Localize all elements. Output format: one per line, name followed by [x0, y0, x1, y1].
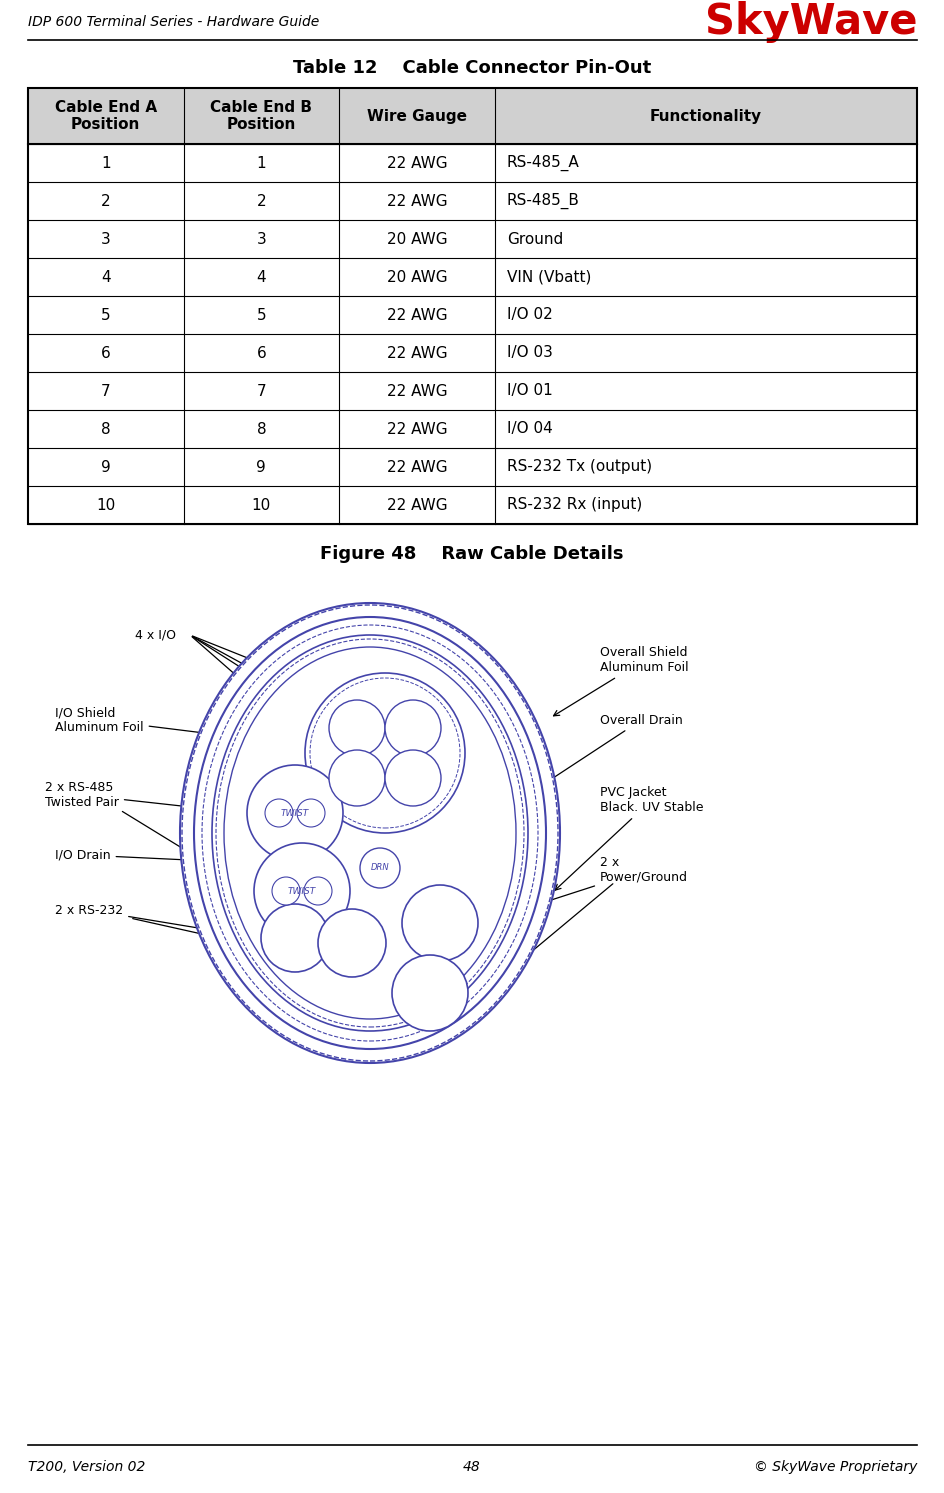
Text: 9: 9 [101, 460, 110, 475]
Text: 8: 8 [256, 421, 266, 436]
Text: SkyWave: SkyWave [704, 1, 916, 43]
Text: 2: 2 [101, 194, 110, 209]
Text: 2 x RS-485
Twisted Pair: 2 x RS-485 Twisted Pair [45, 781, 241, 815]
Text: 6: 6 [101, 345, 110, 360]
Text: 20 AWG: 20 AWG [386, 270, 447, 285]
Text: 3: 3 [256, 231, 266, 246]
Text: 22 AWG: 22 AWG [386, 460, 447, 475]
Text: I/O Shield
Aluminum Foil: I/O Shield Aluminum Foil [55, 706, 280, 745]
Bar [28, 88, 916, 524]
Text: Overall Drain: Overall Drain [518, 714, 682, 800]
Ellipse shape [179, 603, 560, 1063]
Bar [28, 88, 916, 143]
Circle shape [392, 956, 467, 1032]
Circle shape [254, 844, 349, 939]
Text: Wire Gauge: Wire Gauge [366, 109, 466, 124]
Text: RS-485_A: RS-485_A [506, 155, 579, 172]
Text: 5: 5 [256, 308, 266, 322]
Text: 4: 4 [256, 270, 266, 285]
Text: I/O 02: I/O 02 [506, 308, 552, 322]
Text: RS-232 Rx (input): RS-232 Rx (input) [506, 497, 641, 512]
Text: Figure 48    Raw Cable Details: Figure 48 Raw Cable Details [320, 545, 623, 563]
Ellipse shape [224, 646, 515, 1020]
Bar [28, 487, 916, 524]
Text: DRN: DRN [474, 797, 496, 808]
Text: 7: 7 [101, 384, 110, 399]
Text: 2 x RS-232: 2 x RS-232 [55, 903, 255, 939]
Circle shape [384, 749, 441, 806]
Circle shape [305, 673, 464, 833]
Text: I/O 04: I/O 04 [506, 421, 552, 436]
Text: 22 AWG: 22 AWG [386, 345, 447, 360]
Bar [28, 182, 916, 219]
Text: 3: 3 [101, 231, 110, 246]
Text: 6: 6 [256, 345, 266, 360]
Circle shape [401, 885, 478, 961]
Text: 22 AWG: 22 AWG [386, 384, 447, 399]
Text: 8: 8 [101, 421, 110, 436]
Text: Table 12    Cable Connector Pin-Out: Table 12 Cable Connector Pin-Out [293, 60, 650, 78]
Text: 22 AWG: 22 AWG [386, 194, 447, 209]
Text: 20 AWG: 20 AWG [386, 231, 447, 246]
Text: 48: 48 [463, 1460, 480, 1474]
Bar [28, 334, 916, 372]
Circle shape [318, 909, 385, 976]
Text: I/O 03: I/O 03 [506, 345, 552, 360]
Circle shape [272, 876, 299, 905]
Circle shape [384, 700, 441, 755]
Text: 22 AWG: 22 AWG [386, 155, 447, 170]
Text: 2: 2 [256, 194, 266, 209]
Circle shape [304, 876, 331, 905]
Text: I/O Drain: I/O Drain [55, 848, 353, 870]
Text: VIN (Vbatt): VIN (Vbatt) [506, 270, 591, 285]
Text: 4: 4 [101, 270, 110, 285]
Text: 22 AWG: 22 AWG [386, 308, 447, 322]
Text: 2 x
Power/Ground: 2 x Power/Ground [483, 855, 687, 923]
Circle shape [264, 799, 293, 827]
Bar [28, 448, 916, 487]
Text: 4 x I/O: 4 x I/O [135, 629, 176, 642]
Bar [28, 296, 916, 334]
Ellipse shape [194, 617, 546, 1050]
Circle shape [246, 764, 343, 861]
Text: I/O 01: I/O 01 [506, 384, 552, 399]
Text: 1: 1 [101, 155, 110, 170]
Circle shape [329, 700, 384, 755]
Text: RS-485_B: RS-485_B [506, 193, 579, 209]
Text: Cable End B
Position: Cable End B Position [211, 100, 312, 133]
Text: 9: 9 [256, 460, 266, 475]
Text: TWIST: TWIST [280, 809, 309, 818]
Text: 1: 1 [256, 155, 266, 170]
Text: 10: 10 [96, 497, 115, 512]
Circle shape [360, 848, 399, 888]
Text: 22 AWG: 22 AWG [386, 497, 447, 512]
Ellipse shape [211, 635, 528, 1032]
Text: Overall Shield
Aluminum Foil: Overall Shield Aluminum Foil [553, 646, 688, 715]
Text: IDP 600 Terminal Series - Hardware Guide: IDP 600 Terminal Series - Hardware Guide [28, 15, 319, 28]
Text: Cable End A
Position: Cable End A Position [55, 100, 157, 133]
Text: © SkyWave Proprietary: © SkyWave Proprietary [752, 1460, 916, 1474]
Text: DRN: DRN [370, 863, 389, 872]
Circle shape [261, 903, 329, 972]
Text: TWIST: TWIST [288, 887, 316, 896]
Text: 7: 7 [256, 384, 266, 399]
Text: PVC Jacket
Black. UV Stable: PVC Jacket Black. UV Stable [554, 785, 702, 890]
Text: 22 AWG: 22 AWG [386, 421, 447, 436]
Text: RS-232 Tx (output): RS-232 Tx (output) [506, 460, 651, 475]
Circle shape [296, 799, 325, 827]
Text: 5: 5 [101, 308, 110, 322]
Text: Ground: Ground [506, 231, 563, 246]
Bar [28, 372, 916, 411]
Bar [28, 219, 916, 258]
Text: 10: 10 [251, 497, 271, 512]
Text: Functionality: Functionality [649, 109, 761, 124]
Bar [28, 143, 916, 182]
Bar [28, 411, 916, 448]
Bar [28, 258, 916, 296]
Circle shape [457, 775, 513, 832]
Circle shape [329, 749, 384, 806]
Text: T200, Version 02: T200, Version 02 [28, 1460, 145, 1474]
